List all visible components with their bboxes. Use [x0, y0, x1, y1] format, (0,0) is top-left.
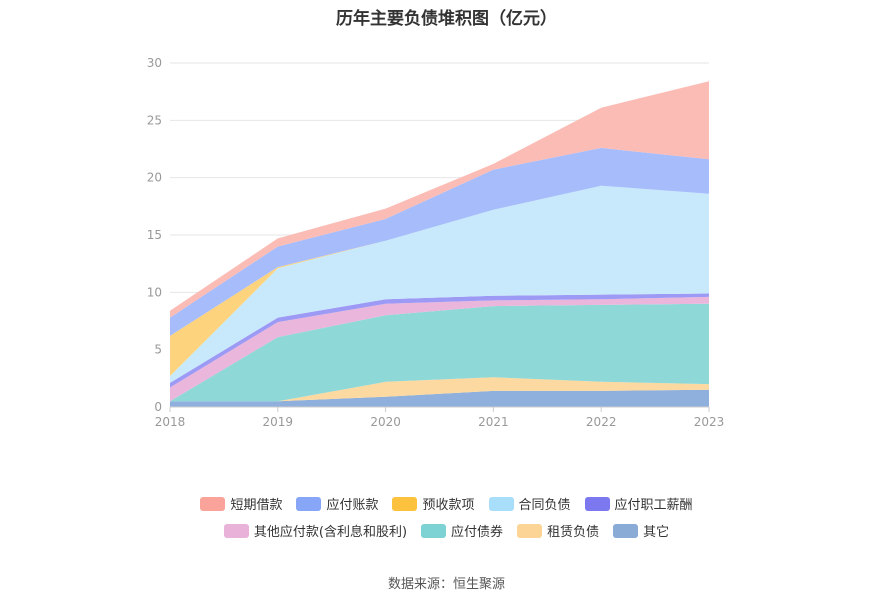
y-tick-label: 20 — [147, 171, 162, 185]
y-tick-label: 0 — [154, 400, 162, 414]
legend-swatch — [517, 523, 543, 538]
legend-item[interactable]: 租赁负债 — [517, 521, 599, 540]
data-source-note: 数据来源：恒生聚源 — [387, 577, 505, 592]
legend-swatch — [488, 496, 514, 511]
x-tick-label: 2018 — [155, 415, 186, 429]
x-tick-label: 2023 — [694, 415, 725, 429]
area-series-短期借款 — [170, 81, 709, 318]
y-tick-label: 25 — [147, 113, 162, 127]
axes: 0 5 10 15 20 25 30 2018 2019 2020 2021 2022 2023 — [147, 56, 725, 429]
area-series-其它 — [170, 389, 709, 407]
y-tick-label: 5 — [154, 343, 162, 357]
area-series-应付债券 — [170, 303, 709, 402]
chart-title: 历年主要负债堆积图（亿元） — [336, 9, 557, 29]
legend-item[interactable]: 预收款项 — [392, 494, 475, 513]
legend-swatch — [223, 523, 249, 538]
area-series-合同负债 — [170, 185, 709, 383]
legend-item[interactable]: 应付职工薪酬 — [584, 494, 693, 513]
area-series — [170, 81, 709, 407]
legend-label: 预收款项 — [422, 498, 475, 513]
legend-swatch — [421, 523, 447, 538]
legend-label: 应付债券 — [451, 525, 504, 540]
legend-item[interactable]: 合同负债 — [488, 494, 571, 513]
legend-swatch — [200, 496, 226, 511]
legend-label: 应付职工薪酬 — [614, 498, 693, 513]
legend-label: 短期借款 — [230, 498, 283, 513]
legend-label: 其它 — [643, 525, 670, 540]
area-series-应付职工薪酬 — [170, 293, 709, 388]
legend-item[interactable]: 其它 — [613, 521, 669, 540]
legend-swatch — [613, 523, 639, 538]
legend-swatch — [296, 496, 322, 511]
legend-row: 短期借款 应付账款 预收款项 合同负债 应付职工薪酬 — [0, 494, 893, 513]
legend-swatch — [392, 496, 418, 511]
area-series-其他应付款(含利息和股利) — [170, 296, 709, 402]
legend-label: 应付账款 — [326, 498, 379, 513]
legend-item[interactable]: 应付账款 — [296, 494, 378, 513]
legend-label: 合同负债 — [518, 498, 571, 513]
legend: 短期借款 应付账款 预收款项 合同负债 应付职工薪酬其他应付款(含利息和股利) 应付债券 租… — [0, 494, 893, 548]
y-tick-label: 30 — [147, 56, 162, 70]
y-tick-label: 15 — [147, 228, 162, 242]
legend-item[interactable]: 其他应付款(含利息和股利) — [223, 521, 408, 540]
legend-swatch — [584, 496, 610, 511]
area-series-应付账款 — [170, 147, 709, 336]
legend-label: 租赁负债 — [547, 525, 600, 540]
legend-item[interactable]: 短期借款 — [200, 494, 282, 513]
area-series-租赁负债 — [170, 377, 709, 402]
legend-label: 其他应付款(含利息和股利) — [253, 525, 408, 540]
x-tick-label: 2022 — [586, 415, 617, 429]
x-tick-label: 2019 — [263, 415, 294, 429]
legend-item[interactable]: 应付债券 — [421, 521, 503, 540]
y-tick-label: 10 — [147, 285, 162, 299]
stacked-area-chart: 0 5 10 15 20 25 30 2018 2019 2020 2021 2022 2023 — [147, 56, 725, 429]
x-tick-label: 2021 — [478, 415, 509, 429]
legend-row: 其他应付款(含利息和股利) 应付债券 租赁负债 其它 — [0, 521, 893, 540]
x-tick-label: 2020 — [370, 415, 401, 429]
